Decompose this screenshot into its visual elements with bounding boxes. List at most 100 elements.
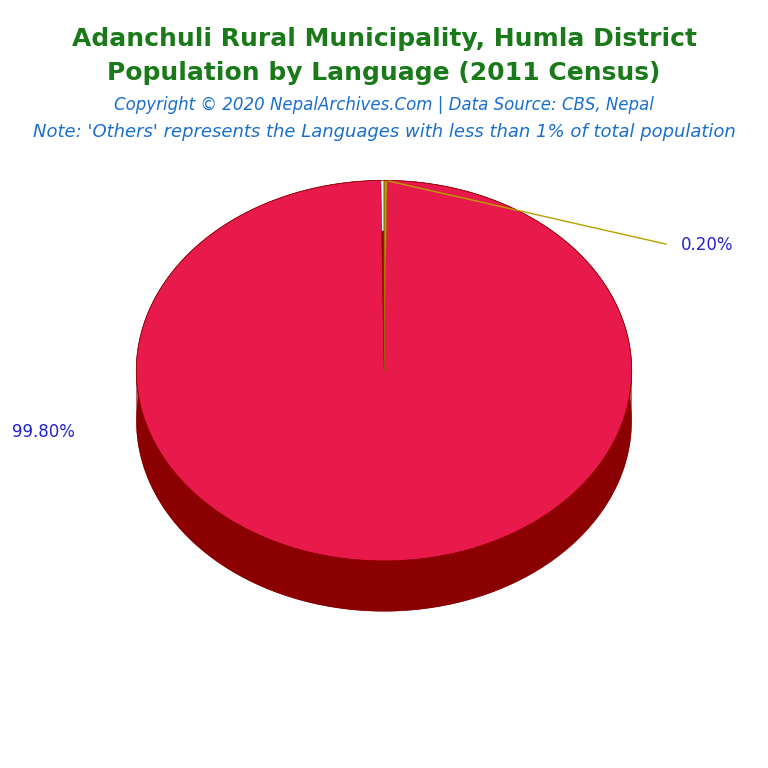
Polygon shape <box>207 505 210 557</box>
Polygon shape <box>195 494 197 546</box>
Text: Note: 'Others' represents the Languages with less than 1% of total population: Note: 'Others' represents the Languages … <box>32 123 736 141</box>
Polygon shape <box>571 494 573 546</box>
Polygon shape <box>273 541 276 592</box>
Polygon shape <box>185 485 187 537</box>
Polygon shape <box>503 536 506 588</box>
Polygon shape <box>511 533 514 584</box>
Polygon shape <box>412 560 415 611</box>
Polygon shape <box>167 462 168 515</box>
Polygon shape <box>614 439 615 491</box>
Polygon shape <box>238 525 241 577</box>
Polygon shape <box>620 427 621 480</box>
Polygon shape <box>481 545 484 596</box>
Polygon shape <box>332 557 335 607</box>
Polygon shape <box>514 531 517 583</box>
Polygon shape <box>519 529 522 581</box>
Polygon shape <box>153 439 154 491</box>
Polygon shape <box>302 550 304 601</box>
Polygon shape <box>316 554 319 605</box>
Polygon shape <box>241 526 243 578</box>
Polygon shape <box>622 420 623 473</box>
Polygon shape <box>193 492 195 545</box>
Polygon shape <box>567 498 569 550</box>
Polygon shape <box>612 443 613 495</box>
Polygon shape <box>445 554 449 605</box>
Polygon shape <box>356 560 359 611</box>
Polygon shape <box>243 528 246 579</box>
Polygon shape <box>584 481 586 533</box>
Polygon shape <box>149 432 151 485</box>
Polygon shape <box>287 546 290 598</box>
Polygon shape <box>362 561 366 611</box>
Polygon shape <box>607 452 608 505</box>
Polygon shape <box>260 535 262 587</box>
Polygon shape <box>281 544 284 595</box>
Polygon shape <box>615 436 617 489</box>
Polygon shape <box>586 478 588 531</box>
Polygon shape <box>210 506 212 558</box>
Polygon shape <box>350 559 353 610</box>
Polygon shape <box>217 511 219 563</box>
Polygon shape <box>304 551 307 602</box>
Polygon shape <box>396 561 399 611</box>
Polygon shape <box>573 492 575 545</box>
Polygon shape <box>146 422 147 475</box>
Polygon shape <box>492 541 495 592</box>
Polygon shape <box>378 561 381 611</box>
Polygon shape <box>415 559 418 610</box>
Polygon shape <box>177 475 178 527</box>
Polygon shape <box>577 488 579 541</box>
Polygon shape <box>427 558 430 608</box>
Polygon shape <box>257 534 260 585</box>
Polygon shape <box>341 558 344 609</box>
Polygon shape <box>556 506 558 558</box>
Polygon shape <box>591 472 593 525</box>
Polygon shape <box>178 477 180 529</box>
Polygon shape <box>436 556 439 607</box>
Polygon shape <box>212 508 214 560</box>
Polygon shape <box>296 548 299 600</box>
Polygon shape <box>307 551 310 603</box>
Polygon shape <box>147 427 148 480</box>
Polygon shape <box>424 558 427 609</box>
Polygon shape <box>223 516 226 568</box>
Polygon shape <box>595 468 597 521</box>
Polygon shape <box>402 561 406 611</box>
Polygon shape <box>359 560 362 611</box>
Polygon shape <box>554 508 556 560</box>
Polygon shape <box>267 538 270 590</box>
Text: 99.80%: 99.80% <box>12 423 75 442</box>
Polygon shape <box>608 449 610 502</box>
Polygon shape <box>171 468 173 521</box>
Polygon shape <box>313 553 316 604</box>
Polygon shape <box>506 535 508 587</box>
Polygon shape <box>430 557 433 608</box>
Polygon shape <box>170 466 171 519</box>
Polygon shape <box>439 555 442 607</box>
Polygon shape <box>489 542 492 594</box>
Polygon shape <box>284 545 287 596</box>
Polygon shape <box>542 516 545 568</box>
Polygon shape <box>254 533 257 584</box>
Polygon shape <box>144 418 145 471</box>
Polygon shape <box>310 552 313 604</box>
Polygon shape <box>338 558 341 608</box>
Polygon shape <box>484 544 487 595</box>
Polygon shape <box>157 448 158 500</box>
Polygon shape <box>449 554 452 605</box>
Polygon shape <box>535 521 537 572</box>
Polygon shape <box>619 429 620 482</box>
Polygon shape <box>246 529 249 581</box>
Text: Copyright © 2020 NepalArchives.Com | Data Source: CBS, Nepal: Copyright © 2020 NepalArchives.Com | Dat… <box>114 96 654 114</box>
Polygon shape <box>605 454 607 506</box>
Polygon shape <box>399 561 402 611</box>
Polygon shape <box>323 555 326 606</box>
Polygon shape <box>206 503 207 554</box>
Polygon shape <box>201 499 204 551</box>
Polygon shape <box>168 465 170 517</box>
Polygon shape <box>145 420 146 473</box>
Polygon shape <box>191 490 193 542</box>
Polygon shape <box>530 523 532 575</box>
Polygon shape <box>623 418 624 471</box>
Polygon shape <box>508 534 511 585</box>
